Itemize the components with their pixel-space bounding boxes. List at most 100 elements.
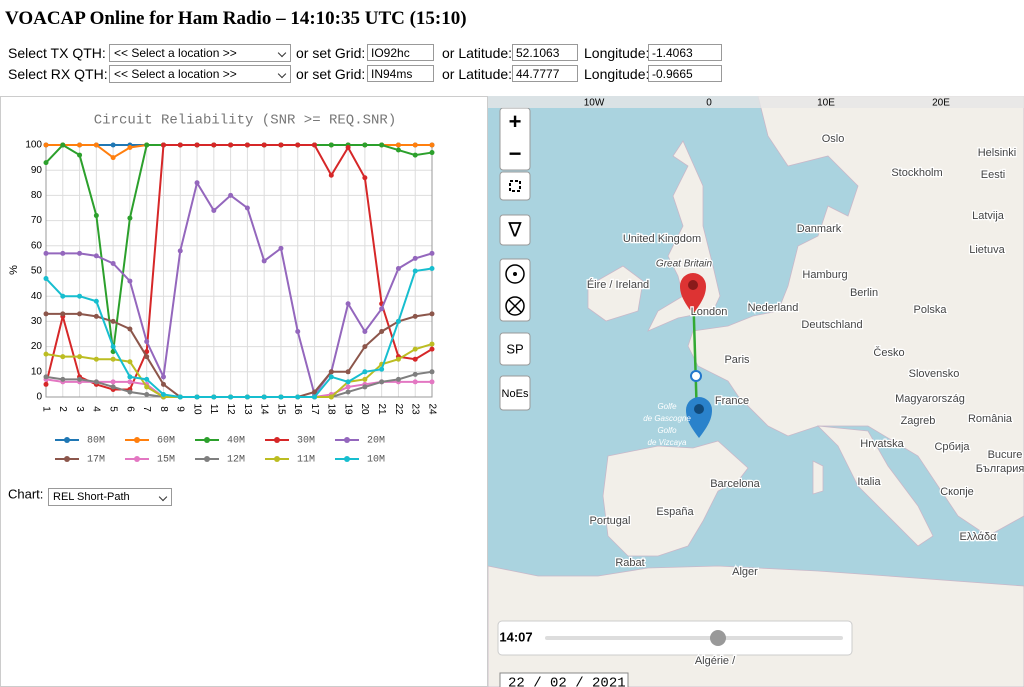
data-point [93,379,99,385]
data-point [211,142,217,148]
map-label: Alger [732,566,758,578]
legend-label: 80M [87,436,105,447]
data-point [177,394,183,400]
map-label: de Vizcaya [648,438,688,447]
map-label: Barcelona [710,478,760,490]
tx-marker[interactable] [680,273,706,314]
center-rx-cross [508,299,522,313]
map-label: Rabat [615,557,644,569]
data-point [43,351,49,357]
map-label: Danmark [797,223,842,235]
tx-grid-input[interactable]: IO92hc [367,44,434,61]
data-point [127,278,133,284]
tx-marker-dot [688,280,698,290]
fit-button[interactable] [499,171,531,201]
map-label: Србија [934,441,970,453]
tx-lon-label: Longitude: [584,45,650,61]
map-label: Nederland [748,302,799,314]
data-point [412,346,418,352]
data-point [228,394,234,400]
y-tick-label: 50 [31,266,43,277]
rx-location-select[interactable]: << Select a location >> [109,65,291,83]
map-label: България [976,463,1024,475]
data-point [429,250,435,256]
map-label: Oslo [822,133,845,145]
data-point [60,293,66,299]
map-label: Bucure [988,449,1023,461]
legend-label: 40M [227,436,245,447]
map-label: London [691,306,728,318]
map[interactable]: + − ∇ SP NoEs 14:07 22 / 02 / 2021 10W 0 1… [488,96,1024,687]
center-rx-button[interactable] [505,296,525,316]
map-label: Stockholm [891,167,942,179]
data-point [328,142,334,148]
data-point [244,394,250,400]
map-label: România [968,413,1013,425]
map-label: Portugal [590,515,631,527]
x-tick-label: 15 [275,403,286,415]
tx-location-select[interactable]: << Select a location >> [109,44,291,62]
data-point [295,142,301,148]
rx-grid-input[interactable]: IN94ms [367,65,434,82]
x-tick-label: 5 [107,406,118,412]
data-point [395,376,401,382]
x-tick-label: 3 [74,406,85,412]
tx-lat-input[interactable]: 52.1063 [512,44,578,61]
y-tick-label: 60 [31,240,43,251]
data-point [362,142,368,148]
chart-select[interactable]: REL Short-Path [48,488,172,506]
data-point [244,205,250,211]
map-label: Great Britain [656,259,713,270]
time-thumb[interactable] [710,630,726,646]
noes-button[interactable] [499,375,531,411]
rx-lat-input[interactable]: 44.7777 [512,65,578,82]
map-label: Скопје [940,486,974,498]
data-point [77,152,83,158]
path-midpoint [690,370,702,382]
rx-marker[interactable] [686,397,712,438]
zoom-in-button[interactable]: + [509,109,522,134]
sp-button[interactable] [499,332,531,366]
data-point [43,276,49,282]
y-axis-label: % [8,265,20,275]
data-point [77,376,83,382]
rx-row: Select RX QTH: << Select a location >> o… [8,64,768,84]
data-point [144,339,150,345]
map-label: Lietuva [969,244,1005,256]
data-point [261,394,267,400]
data-point [412,379,418,385]
data-point [362,344,368,350]
date-input[interactable] [499,672,629,687]
legend-label: 17M [87,455,105,466]
rx-lon-input[interactable]: -0.9665 [648,65,722,82]
data-point [412,371,418,377]
data-point [177,248,183,254]
zoom-out-button[interactable]: − [509,141,522,166]
y-tick-label: 20 [31,341,43,352]
data-point [345,389,351,395]
data-point [412,142,418,148]
data-point [295,394,301,400]
x-tick-label: 4 [91,406,102,412]
center-tx-button[interactable] [505,264,525,284]
tx-lon-input[interactable]: -1.4063 [648,44,722,61]
data-point [228,142,234,148]
x-tick-label: 22 [393,403,404,415]
data-point [278,142,284,148]
filter-button[interactable] [499,214,531,246]
map-label: Berlin [850,287,878,299]
legend-dot [274,456,280,462]
map-label: Golfo [657,426,677,435]
legend-label: 60M [157,436,175,447]
data-point [93,298,99,304]
data-point [429,341,435,347]
data-point [312,394,318,400]
data-point [43,160,49,166]
map-label: Latvija [972,210,1005,222]
series-line [45,144,433,391]
y-tick-label: 70 [31,215,43,226]
data-point [362,376,368,382]
map-label: Éire / Ireland [587,278,649,291]
legend-label: 15M [157,455,175,466]
data-point [328,374,334,380]
